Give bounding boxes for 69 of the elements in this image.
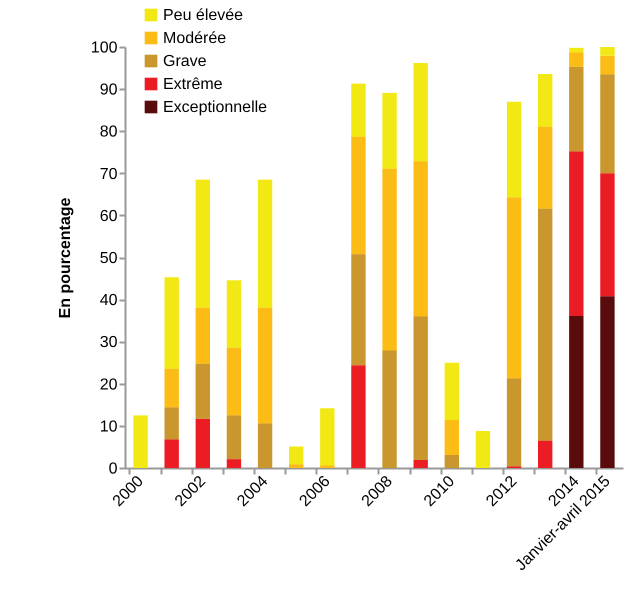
y-tick-label: 50: [100, 250, 118, 267]
bar: [382, 92, 397, 169]
bar: [506, 378, 522, 466]
legend-label: Peu élevée: [163, 7, 244, 24]
bar: [351, 136, 366, 254]
y-tick-label: 40: [100, 292, 118, 310]
bar: [600, 173, 615, 296]
y-tick-label: 10: [100, 418, 118, 436]
bar: [444, 420, 460, 455]
bar: [196, 418, 210, 468]
y-tick-label: 30: [100, 334, 118, 352]
y-tick-label: 100: [90, 40, 118, 56]
bar: [164, 368, 179, 408]
bar: [351, 84, 366, 137]
bar: [538, 74, 552, 127]
bar: [444, 362, 460, 420]
bar: [382, 168, 397, 351]
bar: [382, 350, 397, 468]
bar: [569, 48, 584, 52]
bar: [413, 161, 428, 316]
legend-label: Exceptionnelle: [163, 99, 268, 116]
bar: [413, 63, 428, 162]
bar: [476, 430, 490, 468]
y-tick-label: 20: [100, 376, 118, 394]
bar: [506, 197, 522, 378]
bar: [538, 126, 552, 209]
bar: [133, 415, 148, 468]
bar: [320, 408, 335, 466]
bar: [258, 180, 272, 308]
bar: [600, 74, 615, 174]
y-axis-title: En pourcentage: [56, 197, 74, 318]
bar: [413, 460, 428, 468]
bar: [600, 296, 615, 468]
bar: [413, 316, 428, 460]
bar: [226, 280, 242, 348]
bar: [226, 348, 242, 416]
legend-label: Modérée: [163, 30, 226, 47]
bar: [351, 254, 366, 366]
y-tick-label: 0: [108, 460, 118, 478]
bar: [226, 459, 242, 468]
bar: [444, 454, 460, 468]
bar: [226, 415, 242, 460]
bar: [196, 364, 210, 419]
y-tick-label: 90: [100, 82, 118, 99]
bar: [600, 47, 615, 56]
legend-label: Extrême: [163, 76, 223, 93]
bar: [320, 465, 335, 468]
bar: [600, 56, 615, 74]
bar: [569, 66, 584, 152]
bar: [258, 423, 272, 468]
bar: [351, 365, 366, 468]
y-tick-label: 80: [100, 124, 118, 141]
bar: [506, 102, 522, 198]
bar: [196, 308, 210, 364]
bar: [164, 439, 179, 468]
bar: [164, 277, 179, 369]
bar: [569, 316, 584, 468]
bar: [288, 464, 304, 468]
bar: [538, 208, 552, 441]
legend-label: Grave: [163, 53, 207, 70]
y-tick-label: 70: [100, 166, 118, 183]
bar: [569, 52, 584, 67]
bar: [288, 446, 304, 464]
bar: [196, 180, 210, 308]
bar: [258, 308, 272, 424]
y-tick-label: 60: [100, 208, 118, 225]
bar: [538, 440, 552, 468]
bar: [164, 407, 179, 440]
bar: [569, 151, 584, 316]
